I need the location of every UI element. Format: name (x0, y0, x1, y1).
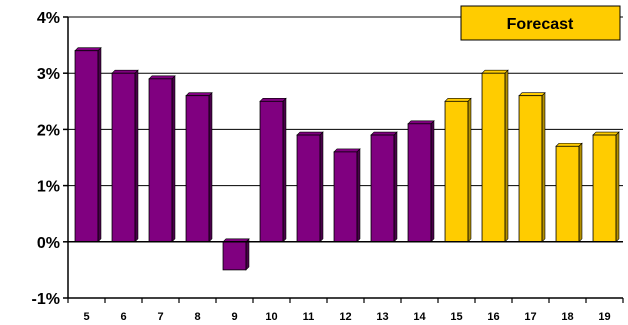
bar-top (592, 131, 620, 136)
x-tick-label: 15 (450, 311, 462, 323)
bar (74, 46, 102, 243)
x-tick-label: 14 (413, 311, 426, 323)
bar-front (74, 50, 99, 243)
bar-front (296, 134, 321, 243)
bar (148, 75, 176, 243)
bar-side (97, 46, 102, 243)
y-tick-label: 1% (37, 179, 60, 196)
bar-top (481, 69, 509, 74)
bar-side (134, 69, 139, 243)
y-tick-label: 3% (37, 66, 60, 83)
bar (444, 97, 472, 243)
y-tick-label: 0% (37, 235, 60, 252)
x-tick-label: 7 (157, 311, 163, 323)
bar (407, 120, 435, 243)
bar-side (282, 97, 287, 243)
x-tick-label: 12 (339, 311, 351, 323)
x-tick-label: 6 (120, 311, 126, 323)
x-tick-label: 16 (487, 311, 499, 323)
bar-top (259, 98, 287, 102)
bar-front (370, 134, 395, 243)
bar-front (333, 151, 358, 243)
bar-side (430, 120, 435, 243)
bar (296, 131, 324, 243)
bar-top (518, 92, 546, 96)
bar-top (185, 92, 213, 96)
x-tick-label: 13 (376, 311, 388, 323)
bar-top (148, 75, 176, 80)
legend: Forecast (460, 5, 621, 41)
bar-top (444, 98, 472, 102)
bar (555, 142, 583, 243)
bar-front (481, 72, 506, 243)
bar-side (578, 142, 583, 243)
x-tick-label: 10 (265, 311, 277, 323)
bar-front (518, 95, 543, 243)
bar-front (111, 72, 136, 243)
bar-top (74, 47, 102, 52)
bar-top (407, 120, 435, 125)
bar-side (393, 131, 398, 243)
y-tick-label: 2% (37, 122, 60, 139)
bar-top (111, 69, 139, 74)
bar-side (541, 91, 546, 243)
bar (185, 91, 213, 243)
bar-top (296, 131, 324, 136)
bar-side (356, 148, 361, 243)
bar-front (148, 78, 173, 243)
bar (370, 131, 398, 243)
bar-side (208, 91, 213, 243)
bar-top (370, 131, 398, 136)
bar-front (555, 145, 580, 243)
x-tick-label: 5 (83, 311, 89, 323)
legend-box (460, 5, 621, 41)
bar (111, 69, 139, 243)
bar (222, 238, 250, 271)
bar-side (467, 97, 472, 243)
bar (333, 148, 361, 243)
y-tick-label: 4% (37, 10, 60, 27)
bar-front (185, 95, 210, 243)
bar (481, 69, 509, 243)
bar-side (171, 75, 176, 243)
bar-front (259, 100, 284, 243)
bar-top (555, 142, 583, 147)
bars (74, 46, 620, 271)
x-tick-label: 8 (194, 311, 200, 323)
bar (518, 91, 546, 243)
bar-side (319, 131, 324, 243)
x-tick-labels: 5 6 7 8 9 10 11 12 13 14 15 16 17 18 19 (83, 311, 610, 323)
x-tick-label: 11 (303, 311, 315, 323)
bar-side (615, 131, 620, 243)
bar-side (504, 69, 509, 243)
x-tick-label: 18 (561, 311, 573, 323)
bar-side (245, 238, 250, 271)
y-tick-label: -1% (32, 291, 60, 308)
x-tick-label: 9 (231, 311, 237, 323)
x-tick-label: 17 (524, 311, 536, 323)
bar (592, 131, 620, 243)
bar-front (222, 241, 247, 271)
bar (259, 97, 287, 243)
legend-label-forecast: Forecast (507, 16, 574, 33)
bar-top (333, 148, 361, 153)
axes (63, 16, 624, 303)
bar-front (444, 100, 469, 243)
bar-front (592, 134, 617, 243)
y-tick-labels: -1% 0% 1% 2% 3% 4% (32, 10, 60, 308)
bar-front (407, 123, 432, 243)
x-tick-label: 19 (598, 311, 610, 323)
